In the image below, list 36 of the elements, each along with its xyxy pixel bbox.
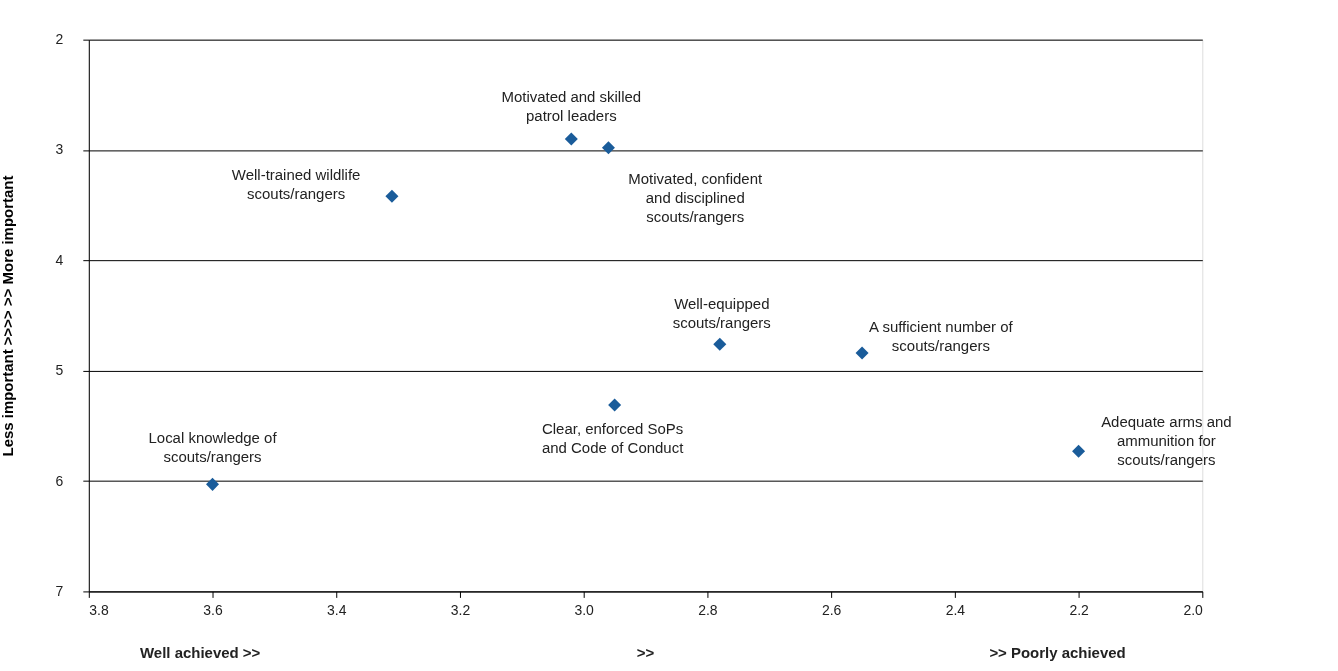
x-tick-label: 2.4	[945, 601, 966, 618]
y-tick-label: 2	[55, 31, 64, 48]
x-tick-label: 2.8	[698, 601, 718, 618]
x-tick-label: 2.6	[821, 601, 842, 618]
annotation: Local knowledge of scouts/rangers	[148, 428, 278, 465]
annotation: Well-equipped scouts/rangers	[672, 294, 771, 331]
point	[206, 477, 220, 491]
x-tick-label: 2.2	[1069, 601, 1090, 618]
point	[564, 132, 578, 146]
text: >>	[636, 644, 655, 662]
y-tick-label: 7	[55, 582, 64, 599]
text: >> Poorly achieved	[989, 644, 1126, 662]
x-tick-label: 3.2	[450, 601, 471, 618]
annotation: Motivated, confident and disciplined scouts/rangers	[628, 169, 763, 225]
y-tick-label: 4	[55, 251, 64, 268]
x-tick-label: 3.4	[327, 601, 347, 618]
annotation: Well-trained wildlife scouts/rangers	[231, 165, 361, 202]
y-axis-title: Less important >>>> >> More important	[0, 175, 16, 457]
point	[385, 189, 399, 203]
point	[608, 398, 622, 412]
y-tick-label: 3	[55, 141, 64, 158]
point	[601, 141, 615, 155]
y-tick-label: 6	[55, 472, 64, 489]
x-tick-label: 2.0	[1183, 601, 1204, 618]
point	[1072, 444, 1086, 458]
x-tick-label: 3.6	[203, 601, 223, 618]
annotation: Clear, enforced SoPs and Code of Conduct	[541, 420, 685, 457]
x-tick-label: 3.0	[574, 601, 595, 618]
annotation: Adequate arms and ammunition for scouts/rangers	[1101, 413, 1232, 469]
text: Well achieved >>	[140, 644, 261, 662]
annotation: A sufficient number of scouts/rangers	[869, 317, 1014, 354]
x-tick-label: 3.8	[89, 601, 109, 618]
annotation: Motivated and skilled patrol leaders	[501, 87, 642, 124]
point	[713, 337, 727, 351]
point	[855, 346, 869, 360]
y-tick-label: 5	[55, 362, 64, 379]
